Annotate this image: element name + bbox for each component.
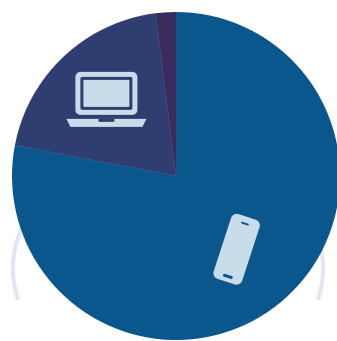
smartphone-icon bbox=[213, 213, 260, 285]
pie-slice-3 bbox=[155, 12, 176, 176]
slice-icons bbox=[66, 71, 260, 285]
pie-slices bbox=[12, 12, 337, 340]
laptop-icon bbox=[66, 71, 147, 127]
pie-slice-1 bbox=[12, 12, 337, 340]
watermark-arc-left bbox=[10, 227, 24, 301]
